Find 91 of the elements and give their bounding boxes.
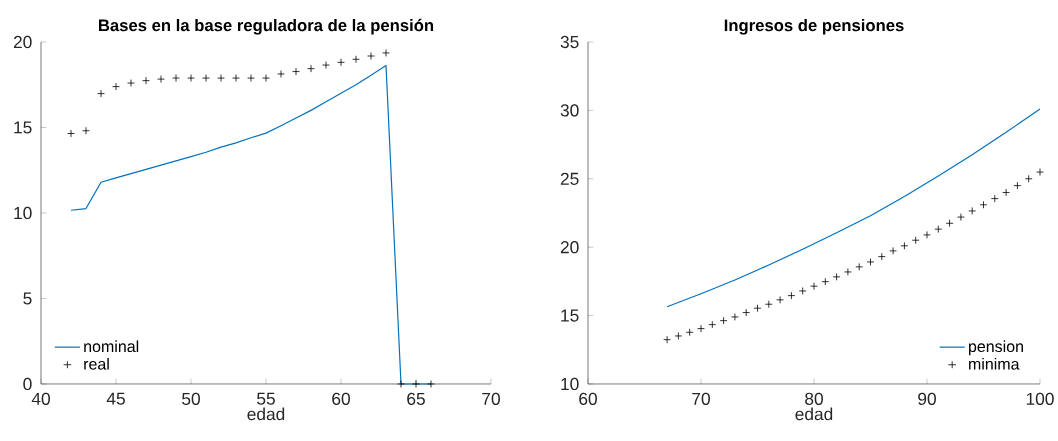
x-tick-label: 60 xyxy=(332,392,350,405)
point xyxy=(810,282,818,291)
x-tick-label: 60 xyxy=(579,392,597,405)
point xyxy=(1036,168,1044,176)
point xyxy=(663,335,671,344)
x-tick-label: 65 xyxy=(407,392,425,405)
point xyxy=(674,332,683,340)
point xyxy=(412,380,420,388)
x-tick-label: 100 xyxy=(1026,392,1054,405)
point xyxy=(67,129,75,138)
point xyxy=(685,328,694,337)
point xyxy=(352,55,360,64)
x-axis-title: edad xyxy=(247,407,285,421)
x-tick-label: 45 xyxy=(106,392,125,405)
point xyxy=(202,74,210,82)
point xyxy=(719,316,728,325)
point xyxy=(1002,188,1010,197)
point xyxy=(307,64,315,73)
point xyxy=(337,58,345,67)
point xyxy=(1013,181,1022,190)
point xyxy=(855,263,864,271)
point xyxy=(776,295,784,304)
point xyxy=(277,70,285,78)
point xyxy=(427,380,435,388)
y-tick-label: 10 xyxy=(14,206,32,220)
point xyxy=(957,213,965,221)
legend-label: nominal xyxy=(84,340,139,353)
y-tick-label: 20 xyxy=(13,35,32,49)
y-tick-label: 0 xyxy=(23,377,32,391)
x-tick-label: 55 xyxy=(257,392,275,405)
point xyxy=(990,194,999,203)
point xyxy=(979,200,988,209)
point xyxy=(742,308,751,317)
point xyxy=(247,74,255,82)
y-tick-label: 5 xyxy=(23,292,32,305)
x-tick-label: 80 xyxy=(805,392,823,405)
point xyxy=(232,74,240,82)
point xyxy=(821,277,830,286)
x-tick-label: 40 xyxy=(31,392,50,405)
line-series xyxy=(666,108,1041,308)
point xyxy=(832,273,841,281)
point xyxy=(172,74,180,82)
point xyxy=(82,126,90,135)
point xyxy=(753,304,762,313)
point xyxy=(923,231,931,239)
point xyxy=(787,291,796,300)
point xyxy=(968,207,977,215)
legend-label: real xyxy=(84,357,109,370)
legend-label: minima xyxy=(969,357,1020,370)
y-tick-label: 30 xyxy=(560,104,579,117)
x-tick-label: 70 xyxy=(692,392,710,405)
point xyxy=(764,300,773,309)
point xyxy=(262,74,270,82)
y-tick-label: 15 xyxy=(561,309,579,322)
point xyxy=(731,313,739,321)
point xyxy=(187,74,195,82)
point xyxy=(889,247,897,255)
y-tick-label: 25 xyxy=(560,172,579,185)
point xyxy=(866,258,875,266)
point xyxy=(945,219,954,228)
point xyxy=(1024,174,1033,183)
point xyxy=(142,76,150,85)
point xyxy=(127,79,135,87)
point xyxy=(934,225,943,233)
point xyxy=(877,252,886,261)
y-tick-label: 15 xyxy=(14,121,32,134)
point xyxy=(367,52,375,60)
point xyxy=(217,74,225,82)
chart-title: Ingresos de pensiones xyxy=(724,19,904,35)
point xyxy=(97,89,105,98)
x-tick-label: 70 xyxy=(482,392,500,405)
y-tick-label: 20 xyxy=(560,241,579,254)
point xyxy=(708,320,717,329)
point xyxy=(397,380,405,388)
point xyxy=(900,241,909,250)
point xyxy=(292,67,300,76)
x-tick-label: 50 xyxy=(182,392,200,405)
point xyxy=(382,49,390,57)
x-axis-title: edad xyxy=(795,407,833,421)
chart-title: Bases en la base reguladora de la pensión xyxy=(99,18,434,35)
point xyxy=(798,287,807,295)
legend-label: pension xyxy=(968,340,1023,356)
point xyxy=(112,82,120,91)
point xyxy=(697,324,705,333)
y-tick-label: 35 xyxy=(560,35,579,49)
y-tick-label: 10 xyxy=(561,377,579,391)
point xyxy=(844,268,852,276)
x-tick-label: 90 xyxy=(918,392,936,405)
point xyxy=(322,61,330,69)
point xyxy=(157,75,165,83)
point xyxy=(911,236,920,245)
